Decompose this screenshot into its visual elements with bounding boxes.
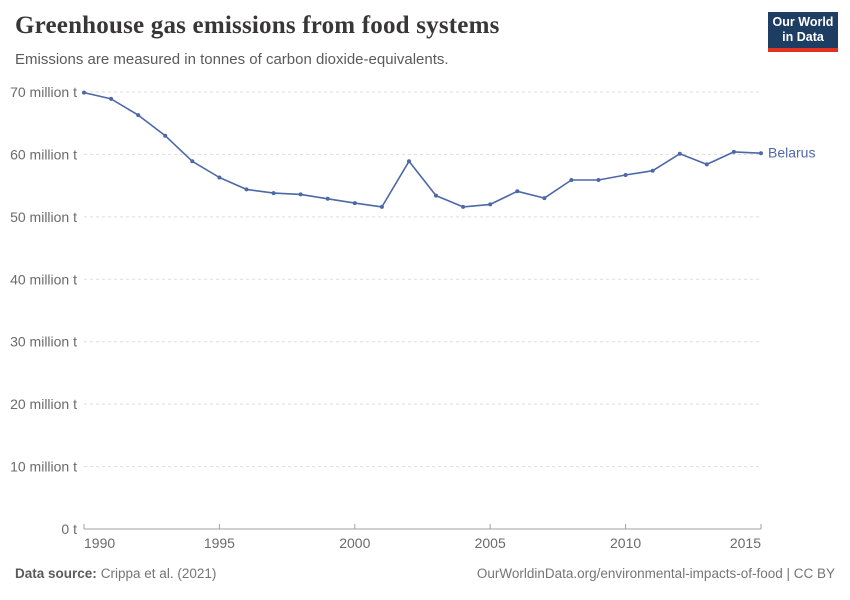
data-point[interactable] <box>677 151 682 156</box>
x-tick-label: 2005 <box>475 535 506 551</box>
data-point[interactable] <box>244 187 249 192</box>
series-label-belarus[interactable]: Belarus <box>768 145 815 161</box>
data-point[interactable] <box>759 151 763 156</box>
x-tick-label: 1990 <box>84 535 115 551</box>
owid-logo-line2: in Data <box>782 30 824 44</box>
data-point[interactable] <box>109 96 114 101</box>
owid-logo-line1: Our World <box>772 14 834 29</box>
data-point[interactable] <box>407 159 411 164</box>
page-title: Greenhouse gas emissions from food syste… <box>15 12 500 39</box>
chart-subtitle: Emissions are measured in tonnes of carb… <box>15 51 449 68</box>
y-tick-label: 60 million t <box>10 146 77 162</box>
data-point[interactable] <box>190 159 195 164</box>
data-point[interactable] <box>271 191 276 196</box>
data-point[interactable] <box>434 193 438 198</box>
data-point[interactable] <box>163 133 168 138</box>
credit-link[interactable]: OurWorldinData.org/environmental-impacts… <box>476 566 835 581</box>
y-tick-label: 0 t <box>61 521 77 537</box>
data-source-label: Data source: <box>15 566 97 581</box>
chart-footer: Data source: Crippa et al. (2021) OurWorl… <box>15 566 835 581</box>
y-tick-label: 50 million t <box>10 209 77 225</box>
y-tick-label: 20 million t <box>10 396 77 412</box>
owid-logo[interactable]: Our World in Data <box>768 12 838 52</box>
y-tick-label: 40 million t <box>10 271 77 287</box>
data-point[interactable] <box>488 202 493 207</box>
data-point[interactable] <box>82 90 86 95</box>
line-chart[interactable]: 0 t 10 million t 20 million t 30 million t 4… <box>0 78 850 558</box>
data-point[interactable] <box>569 178 574 182</box>
data-point[interactable] <box>623 173 628 177</box>
x-tick-label: 1995 <box>204 535 235 551</box>
data-point[interactable] <box>515 189 520 194</box>
data-source: Data source: Crippa et al. (2021) <box>15 566 216 581</box>
x-tick-label: 2010 <box>610 535 641 551</box>
x-tick-label: 2015 <box>730 535 761 551</box>
y-tick-label: 10 million t <box>10 459 77 475</box>
data-point[interactable] <box>379 204 384 209</box>
data-point[interactable] <box>298 192 303 197</box>
data-point[interactable] <box>542 196 547 201</box>
x-tick-label: 2000 <box>339 535 370 551</box>
data-source-value: Crippa et al. (2021) <box>100 566 217 581</box>
y-tick-label: 70 million t <box>10 84 77 100</box>
data-point[interactable] <box>325 196 330 201</box>
data-point[interactable] <box>704 162 709 167</box>
data-point[interactable] <box>650 168 655 173</box>
data-point[interactable] <box>461 204 466 209</box>
data-point[interactable] <box>217 175 222 180</box>
chart-canvas[interactable]: 0 t 10 million t 20 million t 30 million t 4… <box>0 78 850 558</box>
data-point[interactable] <box>731 149 736 154</box>
data-point[interactable] <box>136 113 141 118</box>
data-point[interactable] <box>352 201 357 206</box>
data-line[interactable] <box>83 91 762 208</box>
y-tick-label: 30 million t <box>10 334 77 350</box>
data-point[interactable] <box>596 178 601 182</box>
